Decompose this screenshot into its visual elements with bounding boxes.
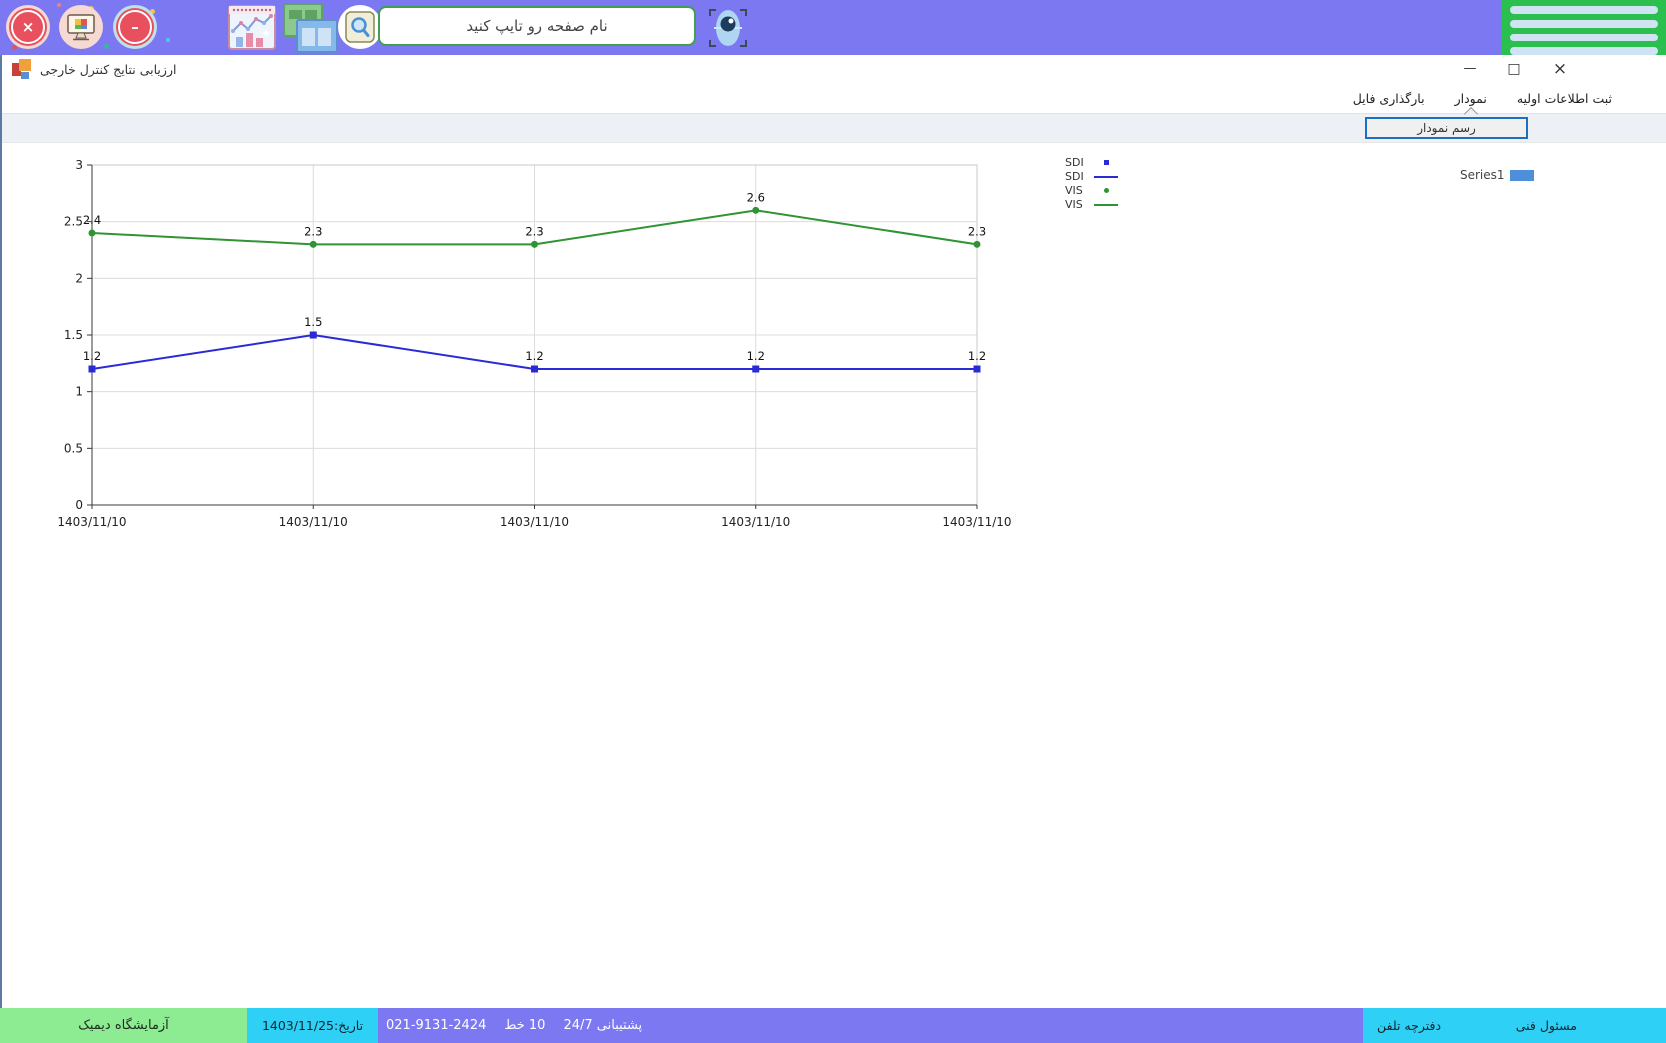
svg-text:1.2: 1.2 [968, 349, 986, 363]
svg-text:2: 2 [75, 271, 83, 285]
svg-text:1403/11/10: 1403/11/10 [57, 515, 126, 529]
svg-text:2.3: 2.3 [525, 224, 543, 238]
minimize-page-button[interactable]: – [113, 5, 157, 49]
legend-entry: SDI [1065, 156, 1121, 169]
eye-button[interactable] [704, 4, 752, 52]
toolstrip-band: رسم نمودار [2, 106, 1666, 143]
menu-item-load-file[interactable]: بارگذاری فایل [1352, 90, 1425, 106]
status-links: دفترچه تلفن مسئول فنی [1363, 1008, 1666, 1043]
maximize-button[interactable]: □ [1507, 61, 1521, 77]
close-icon: × [11, 10, 45, 44]
confetti-dot [104, 44, 109, 49]
svg-text:1403/11/10: 1403/11/10 [500, 515, 569, 529]
monitor-icon [67, 14, 95, 41]
legend-entry: SDI [1065, 170, 1121, 183]
menu-bar: ثبت اطلاعات اولیه نمودار بارگذاری فایل [2, 83, 1666, 114]
svg-text:2.4: 2.4 [83, 213, 101, 227]
chart-legend: SDI SDI VIS VIS [1065, 156, 1121, 211]
desktop-button[interactable] [59, 5, 103, 49]
svg-text:1403/11/10: 1403/11/10 [721, 515, 790, 529]
draw-chart-button[interactable]: رسم نمودار [1365, 117, 1528, 139]
svg-text:2.3: 2.3 [304, 224, 322, 238]
magnifier-icon [345, 11, 375, 43]
legend-marker [1094, 203, 1118, 206]
zoom-tool-button[interactable] [338, 5, 382, 49]
series1-label: Series1 [1460, 168, 1505, 182]
page-name-input[interactable] [378, 6, 696, 46]
app-window: ارزیابی نتایج کنترل خارجی — □ × ثبت اطلا… [0, 55, 1666, 1008]
support-lines: 10 خط [504, 1018, 546, 1033]
minus-icon: – [118, 10, 152, 44]
legend-marker [1103, 160, 1109, 165]
legend-entry: VIS [1065, 198, 1121, 211]
svg-text:0: 0 [75, 498, 83, 512]
page-name-search [378, 6, 696, 46]
svg-text:0.5: 0.5 [64, 441, 83, 455]
series1-marker [1509, 169, 1534, 181]
svg-text:1.2: 1.2 [83, 349, 101, 363]
title-bar: ارزیابی نتایج کنترل خارجی — □ × [2, 55, 1666, 83]
main-menu-button[interactable] [1502, 0, 1666, 55]
svg-text:2.5: 2.5 [64, 215, 83, 229]
svg-text:1: 1 [75, 385, 83, 399]
legend-label: VIS [1065, 198, 1083, 211]
legend-label: SDI [1065, 156, 1084, 169]
status-bar: آزمایشگاه دیمیک تاریخ:1403/11/25 021-913… [0, 1008, 1666, 1043]
windows-icon [283, 3, 338, 53]
minimize-button[interactable]: — [1463, 61, 1477, 76]
legend-entry: VIS [1065, 184, 1121, 197]
legend-marker [1094, 175, 1118, 178]
focus-brackets-icon [709, 9, 747, 47]
confetti-dot [57, 3, 61, 7]
menu-item-chart[interactable]: نمودار [1454, 90, 1487, 106]
technical-manager-link[interactable]: مسئول فنی [1515, 1018, 1577, 1033]
top-toolbar: × – [0, 0, 1666, 55]
menu-item-initial-data[interactable]: ثبت اطلاعات اولیه [1516, 90, 1612, 106]
support-section: 021-9131-2424 10 خط پشتیبانی 24/7 [378, 1008, 1363, 1043]
svg-text:3: 3 [75, 158, 83, 172]
window-title: ارزیابی نتایج کنترل خارجی [40, 61, 177, 77]
svg-text:1.5: 1.5 [64, 328, 83, 342]
hamburger-icon [1510, 6, 1658, 14]
series1-legend: Series1 [1460, 168, 1534, 182]
close-button[interactable]: × [1552, 59, 1568, 79]
close-page-button[interactable]: × [6, 5, 50, 49]
svg-text:1.5: 1.5 [304, 315, 322, 329]
svg-text:2.3: 2.3 [968, 224, 986, 238]
chart-area: 0 0.5 1 1.5 2 2.5 3 1403/11/10 1403/11/10 1403/11… [2, 150, 1042, 550]
app-icon [12, 59, 32, 79]
svg-text:1.2: 1.2 [747, 349, 765, 363]
confetti-dot [150, 9, 155, 14]
status-date: تاریخ:1403/11/25 [247, 1008, 378, 1043]
svg-text:1403/11/10: 1403/11/10 [942, 515, 1011, 529]
svg-text:1.2: 1.2 [525, 349, 543, 363]
legend-label: SDI [1065, 170, 1084, 183]
confetti-dot [12, 45, 17, 50]
support-label: پشتیبانی 24/7 [563, 1018, 643, 1033]
phonebook-link[interactable]: دفترچه تلفن [1377, 1018, 1442, 1033]
legend-label: VIS [1065, 184, 1083, 197]
svg-text:2.6: 2.6 [747, 190, 765, 204]
svg-text:1403/11/10: 1403/11/10 [279, 515, 348, 529]
chart-tool-icon[interactable] [228, 5, 276, 50]
chart-plot: 0 0.5 1 1.5 2 2.5 3 1403/11/10 1403/11/10 1403/11… [57, 158, 1011, 529]
legend-marker [1103, 188, 1109, 193]
confetti-dot [166, 38, 170, 42]
windows-layout-button[interactable] [280, 2, 340, 54]
support-phone: 021-9131-2424 [386, 1018, 487, 1033]
lab-name: آزمایشگاه دیمیک [0, 1008, 247, 1043]
